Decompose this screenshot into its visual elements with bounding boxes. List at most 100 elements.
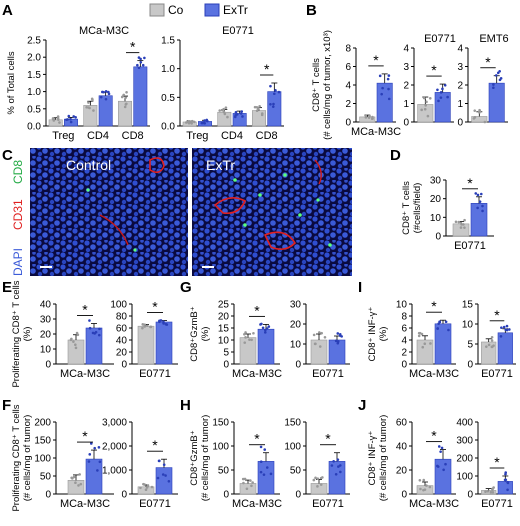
data-point (473, 116, 477, 119)
legend-label-co: Co (168, 3, 184, 17)
data-point (97, 446, 101, 449)
data-point (334, 472, 338, 476)
data-point (476, 193, 480, 197)
data-point (99, 95, 103, 99)
y-axis-label: (%) (378, 327, 389, 342)
data-point (319, 476, 323, 480)
data-point (245, 487, 249, 491)
data-point (314, 476, 317, 480)
data-point (66, 118, 69, 121)
sig-star: * (467, 175, 473, 191)
vessel-extr-2 (263, 231, 297, 251)
data-point (380, 92, 383, 96)
x-tick-label: E0771 (139, 368, 171, 380)
bar-extr (376, 82, 393, 123)
data-point (145, 324, 149, 328)
data-point (223, 112, 227, 116)
data-point (505, 328, 509, 332)
data-point (316, 485, 319, 488)
x-tick-label: E0771 (312, 498, 344, 510)
data-point (201, 121, 205, 125)
data-point (58, 121, 61, 124)
x-tick-label: CD8 (256, 130, 278, 142)
data-point (423, 107, 427, 111)
y-tick-label: 100 (110, 300, 127, 311)
data-point (189, 120, 192, 124)
data-point (262, 473, 266, 476)
x-tick-label: MCa-M3C (232, 368, 282, 380)
y-tick-label: 0 (467, 360, 473, 371)
data-point (235, 113, 239, 116)
data-point (272, 102, 275, 106)
data-point (444, 462, 447, 466)
y-tick-label: 3 (403, 62, 409, 73)
data-point (125, 102, 128, 106)
x-tick-label: Treg (52, 130, 74, 142)
micrograph-control-label: Control (66, 157, 111, 173)
y-tick-label: 50 (290, 466, 302, 477)
data-point (263, 331, 267, 334)
y-tick-label: 100 (212, 442, 229, 453)
legend: Co ExTr (149, 3, 248, 17)
data-point (483, 120, 487, 124)
y-tick-label: 0 (345, 118, 351, 129)
y-tick-label: 40 (116, 336, 128, 347)
bar-extr (257, 328, 275, 365)
chart-b-2: 0 2 4 6 8 CD8⁺ T cells (# cells/mg of tumor, x… (311, 30, 401, 140)
y-tick-label: 10 (396, 300, 408, 311)
legend-label-extr: ExTr (223, 3, 248, 17)
panel-letter-d: D (390, 147, 401, 164)
y-tick-label: 50 (218, 466, 230, 477)
chart-h-13: 0 50 100 150 E0771 * (284, 418, 350, 510)
data-point (259, 460, 263, 464)
sig-star: * (82, 428, 88, 444)
panel-letter-e: E (2, 279, 12, 296)
sig-star: * (494, 454, 500, 470)
data-point (490, 335, 494, 339)
y-tick-label: 10 (218, 336, 230, 347)
data-point (319, 483, 323, 486)
data-point (162, 320, 165, 324)
bar-co (239, 337, 257, 365)
data-point (436, 327, 439, 330)
x-tick-label: CD4 (221, 130, 243, 142)
data-point (256, 107, 260, 110)
data-point (381, 86, 384, 90)
y-tick-label: 30 (430, 176, 442, 187)
micrograph-panel: Control ExTr DAPI CD31 CD8 (11, 148, 352, 276)
data-point (143, 56, 146, 60)
data-point (492, 486, 495, 489)
data-point (234, 111, 238, 114)
data-point (334, 339, 338, 343)
data-point (249, 479, 252, 482)
data-point (67, 114, 71, 118)
y-tick-label: 60 (116, 324, 128, 335)
y-axis-label: CD8⁺ INF-γ⁺ (367, 307, 378, 362)
y-tick-label: 200 (34, 418, 51, 429)
y-tick-label: 20 (430, 194, 442, 205)
bar-extr (434, 458, 452, 495)
data-point (271, 105, 275, 108)
data-point (503, 478, 507, 482)
data-point (91, 331, 95, 335)
chart-d-5: 0 10 20 30 CD8⁺ T cells (#cells/field) E0771 * (401, 175, 494, 252)
data-point (143, 323, 147, 326)
data-point (259, 445, 263, 449)
data-point (250, 484, 253, 488)
y-tick-label: 1,000 (102, 466, 127, 477)
y-tick-label: 60 (396, 418, 408, 429)
data-point (125, 90, 128, 94)
data-point (222, 107, 225, 111)
data-point (88, 326, 92, 330)
channel-cd8: CD8 (11, 160, 25, 184)
y-tick-label: 0 (401, 490, 407, 501)
y-tick-label: 2 (345, 99, 351, 110)
data-point (156, 476, 160, 480)
y-axis-label: (%) (200, 327, 211, 342)
data-point (476, 206, 479, 210)
data-point (504, 471, 508, 474)
data-point (489, 490, 493, 494)
data-point (332, 459, 335, 463)
panel-letter-g: G (180, 279, 192, 296)
